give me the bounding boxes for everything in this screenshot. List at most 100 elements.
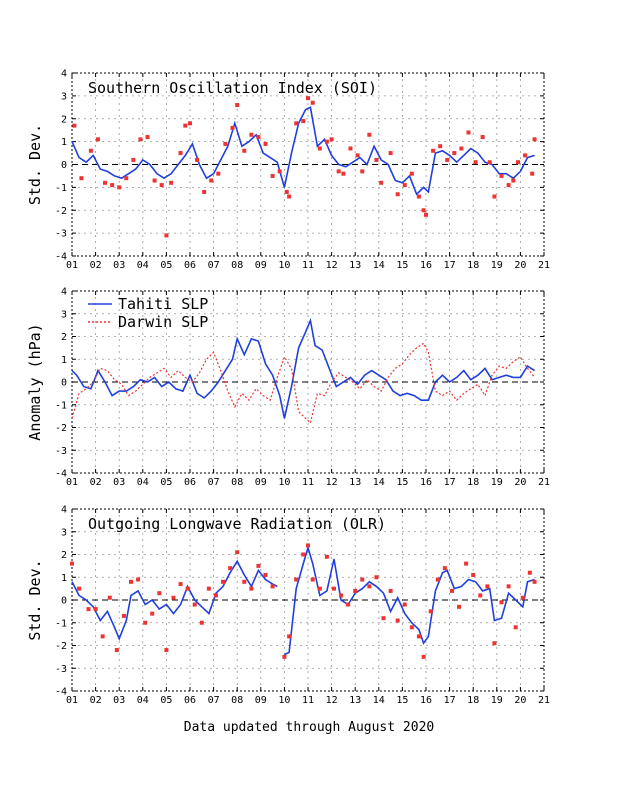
data-point bbox=[256, 563, 261, 568]
x-tick-label: 06 bbox=[184, 477, 196, 488]
data-point bbox=[284, 189, 289, 194]
data-point bbox=[143, 620, 148, 625]
data-point bbox=[466, 130, 471, 135]
x-tick-label: 10 bbox=[278, 477, 290, 488]
data-point bbox=[159, 183, 164, 188]
x-tick-label: 18 bbox=[467, 695, 479, 706]
data-point bbox=[492, 194, 497, 199]
data-point bbox=[355, 153, 360, 158]
y-tick-label: 1 bbox=[61, 137, 67, 148]
data-point bbox=[317, 586, 322, 591]
data-point bbox=[77, 586, 82, 591]
data-point bbox=[103, 180, 108, 185]
data-point bbox=[329, 137, 334, 142]
data-point bbox=[223, 141, 228, 146]
data-point bbox=[79, 176, 84, 181]
data-point bbox=[473, 160, 478, 165]
data-point bbox=[178, 582, 183, 587]
x-tick-label: 07 bbox=[208, 260, 220, 271]
data-point bbox=[209, 178, 214, 183]
data-point bbox=[360, 577, 365, 582]
data-point bbox=[221, 579, 226, 584]
data-point bbox=[294, 577, 299, 582]
data-point bbox=[395, 618, 400, 623]
data-point bbox=[185, 586, 190, 591]
data-point bbox=[367, 132, 372, 137]
x-tick-label: 02 bbox=[90, 695, 102, 706]
y-tick-label: 0 bbox=[61, 378, 67, 389]
data-point bbox=[213, 593, 218, 598]
series-line-1 bbox=[71, 544, 535, 656]
data-point bbox=[492, 641, 497, 646]
data-point bbox=[228, 566, 233, 571]
legend-label: Darwin SLP bbox=[118, 313, 208, 331]
data-point bbox=[242, 148, 247, 153]
x-tick-label: 11 bbox=[302, 695, 314, 706]
data-point bbox=[301, 552, 306, 557]
data-point bbox=[520, 595, 525, 600]
data-point bbox=[487, 160, 492, 165]
data-point bbox=[506, 584, 511, 589]
y-tick-label: 3 bbox=[61, 309, 67, 320]
x-tick-label: 14 bbox=[373, 477, 385, 488]
data-point bbox=[294, 121, 299, 126]
data-point bbox=[270, 584, 275, 589]
data-point bbox=[164, 233, 169, 238]
x-tick-label: 18 bbox=[467, 477, 479, 488]
data-point bbox=[121, 613, 126, 618]
data-point bbox=[459, 146, 464, 151]
data-point bbox=[499, 600, 504, 605]
x-tick-label: 04 bbox=[137, 477, 149, 488]
data-point bbox=[402, 183, 407, 188]
x-tick-label: 03 bbox=[113, 260, 125, 271]
data-point bbox=[152, 178, 157, 183]
data-point bbox=[183, 123, 188, 128]
x-tick-label: 08 bbox=[231, 695, 243, 706]
data-point bbox=[301, 119, 306, 124]
data-point bbox=[435, 577, 440, 582]
data-point bbox=[485, 584, 490, 589]
data-point bbox=[324, 139, 329, 144]
data-point bbox=[480, 135, 485, 140]
data-point bbox=[409, 625, 414, 630]
data-point bbox=[138, 137, 143, 142]
data-point bbox=[235, 103, 240, 108]
data-point bbox=[270, 173, 275, 178]
y-tick-label: -3 bbox=[55, 446, 67, 457]
data-point bbox=[388, 588, 393, 593]
y-tick-label: 3 bbox=[61, 527, 67, 538]
x-tick-label: 20 bbox=[514, 477, 526, 488]
x-tick-label: 04 bbox=[137, 260, 149, 271]
y-tick-label: 2 bbox=[61, 550, 67, 561]
x-tick-label: 18 bbox=[467, 260, 479, 271]
data-point bbox=[324, 554, 329, 559]
data-point bbox=[287, 194, 292, 199]
data-point bbox=[235, 550, 240, 555]
x-tick-label: 09 bbox=[255, 260, 267, 271]
y-tick-label: -1 bbox=[55, 618, 67, 629]
data-point bbox=[317, 146, 322, 151]
data-point bbox=[129, 579, 133, 584]
data-point bbox=[464, 561, 469, 566]
x-tick-label: 05 bbox=[160, 695, 172, 706]
x-tick-label: 14 bbox=[373, 260, 385, 271]
data-point bbox=[348, 146, 353, 151]
x-tick-label: 16 bbox=[420, 477, 432, 488]
y-tick-label: 2 bbox=[61, 114, 67, 125]
data-point bbox=[287, 634, 292, 639]
data-point bbox=[374, 575, 379, 580]
data-point bbox=[124, 176, 129, 181]
data-point bbox=[157, 591, 162, 596]
data-point bbox=[428, 609, 433, 614]
data-point bbox=[199, 620, 204, 625]
data-point bbox=[202, 189, 207, 194]
data-point bbox=[70, 561, 74, 566]
data-point bbox=[114, 648, 119, 653]
data-point bbox=[171, 595, 176, 600]
x-tick-label: 12 bbox=[326, 695, 338, 706]
data-point bbox=[242, 579, 247, 584]
data-point bbox=[131, 157, 136, 162]
data-point bbox=[532, 137, 537, 142]
